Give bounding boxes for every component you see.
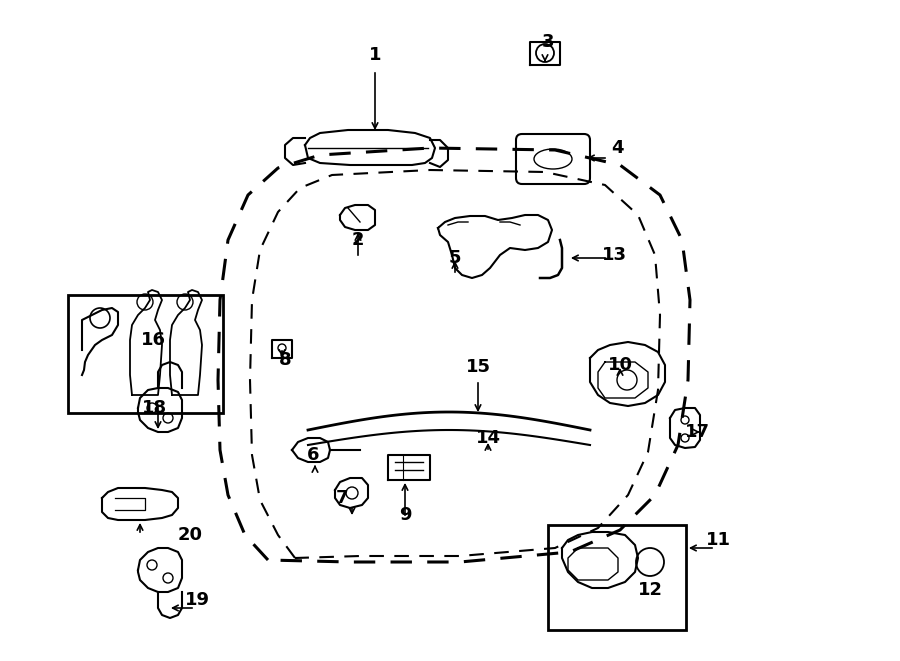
Text: 18: 18 (141, 399, 166, 417)
Text: 7: 7 (336, 489, 348, 507)
Text: 8: 8 (279, 351, 292, 369)
Text: 10: 10 (608, 356, 633, 374)
Text: 2: 2 (352, 231, 365, 249)
Text: 16: 16 (140, 331, 166, 349)
Text: 12: 12 (638, 581, 663, 599)
Text: 9: 9 (399, 506, 411, 524)
Text: 19: 19 (184, 591, 210, 609)
Text: 17: 17 (685, 423, 709, 441)
Text: 5: 5 (449, 249, 461, 267)
Text: 3: 3 (542, 33, 554, 51)
Text: 6: 6 (307, 446, 320, 464)
Text: 15: 15 (465, 358, 491, 376)
Bar (68, 295, 223, 413)
Text: 11: 11 (706, 531, 731, 549)
Bar (548, 525, 686, 630)
Text: 1: 1 (369, 46, 382, 64)
Text: 14: 14 (475, 429, 500, 447)
Text: 20: 20 (177, 526, 202, 544)
Text: 13: 13 (601, 246, 626, 264)
Text: 4: 4 (611, 139, 623, 157)
